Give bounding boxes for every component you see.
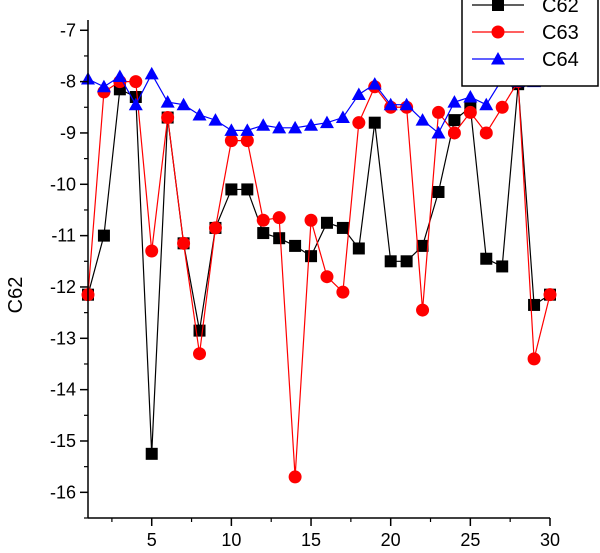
data-point-C64	[431, 125, 446, 139]
data-point-C63	[336, 285, 350, 299]
legend-marker-C64	[491, 52, 505, 65]
y-tick-label: -12	[50, 277, 76, 297]
x-tick-label: 30	[540, 530, 560, 550]
data-point-C64	[415, 113, 430, 126]
data-point-C63	[320, 270, 334, 284]
data-point-C63	[240, 134, 254, 148]
data-point-C64	[367, 77, 382, 90]
x-tick-label: 5	[147, 530, 157, 550]
x-tick-label: 15	[301, 530, 321, 550]
y-tick-label: -14	[50, 380, 76, 400]
data-point-C62	[384, 255, 397, 268]
data-point-C64	[479, 97, 494, 111]
legend-label-C62: C62	[542, 0, 579, 17]
data-point-C63	[447, 126, 461, 140]
data-point-C63	[431, 105, 445, 119]
data-point-C62	[432, 185, 445, 198]
data-point-C62	[448, 114, 461, 127]
y-tick-label: -8	[60, 72, 76, 92]
series-line-C63	[87, 79, 551, 477]
data-point-C63	[495, 100, 509, 114]
data-point-C62	[97, 229, 110, 242]
data-point-C63	[129, 75, 143, 89]
data-point-C63	[224, 134, 238, 148]
data-point-C64	[224, 123, 239, 136]
data-point-C64	[351, 87, 366, 100]
data-point-C63	[177, 236, 191, 250]
legend-label-C63: C63	[542, 22, 579, 44]
data-point-C63	[256, 213, 270, 227]
data-point-C64	[192, 107, 207, 121]
data-point-C63	[145, 244, 159, 258]
y-tick-label: -9	[60, 123, 76, 143]
data-point-C63	[463, 105, 477, 119]
data-point-C64	[112, 69, 127, 82]
data-point-C64	[208, 113, 223, 126]
data-point-C64	[383, 97, 398, 111]
data-point-C63	[352, 116, 366, 130]
data-point-C63	[304, 213, 318, 227]
x-tick-label: 25	[460, 530, 480, 550]
data-point-C63	[543, 288, 557, 302]
data-point-C62	[528, 298, 541, 311]
data-point-C63	[416, 303, 430, 317]
data-point-C63	[193, 347, 207, 361]
data-point-C62	[352, 242, 365, 255]
data-point-C62	[257, 227, 270, 240]
y-tick-label: -15	[50, 431, 76, 451]
data-point-C64	[160, 95, 175, 108]
data-point-C62	[289, 239, 302, 252]
data-point-C64	[256, 118, 271, 131]
data-point-C62	[241, 183, 254, 196]
data-point-C62	[368, 116, 381, 129]
data-point-C62	[480, 252, 493, 265]
series-line-C62	[87, 84, 551, 454]
data-point-C62	[305, 250, 318, 263]
legend-marker-C62	[492, 0, 504, 11]
data-point-C64	[96, 79, 111, 93]
y-tick-label: -7	[60, 20, 76, 40]
data-point-C64	[399, 97, 414, 111]
axes: -7 -8 -9 -10 -11 -12 -13 -14 -15 -16 5 10 15 20 25 30	[50, 20, 560, 550]
data-point-C62	[145, 447, 158, 460]
data-point-C64	[240, 123, 255, 136]
data-point-C64	[176, 97, 191, 111]
data-point-C62	[320, 216, 333, 229]
data-point-C64	[288, 120, 303, 134]
data-point-C64	[335, 110, 350, 124]
y-tick-label: -16	[50, 482, 76, 502]
data-point-C63	[272, 211, 286, 225]
data-point-C62	[225, 183, 238, 196]
data-point-C64	[128, 97, 143, 111]
data-point-C64	[304, 118, 319, 131]
data-point-C64	[463, 90, 478, 103]
data-point-C64	[272, 120, 287, 134]
data-point-C62	[400, 255, 413, 268]
x-tick-label: 20	[381, 530, 401, 550]
y-tick-label: -11	[51, 226, 76, 246]
plot-area	[81, 66, 557, 484]
data-point-C64	[144, 66, 159, 80]
data-point-C62	[273, 232, 286, 245]
data-point-C62	[336, 221, 349, 234]
legend-marker-C63	[491, 25, 505, 39]
data-point-C64	[447, 95, 462, 108]
data-point-C62	[416, 239, 429, 252]
data-point-C63	[208, 221, 222, 235]
data-point-C63	[288, 470, 302, 484]
data-point-C64	[319, 115, 334, 129]
data-point-C63	[527, 352, 541, 366]
y-tick-label: -10	[50, 174, 76, 194]
y-axis-title: C62	[5, 277, 27, 314]
data-point-C63	[161, 111, 175, 125]
legend-box	[461, 0, 599, 87]
legend-label-C64: C64	[542, 49, 579, 71]
legend: C62 C63 C64	[461, 0, 599, 87]
x-tick-label: 10	[221, 530, 241, 550]
data-point-C63	[479, 126, 493, 140]
data-point-C62	[496, 260, 509, 273]
y-tick-label: -13	[50, 328, 76, 348]
